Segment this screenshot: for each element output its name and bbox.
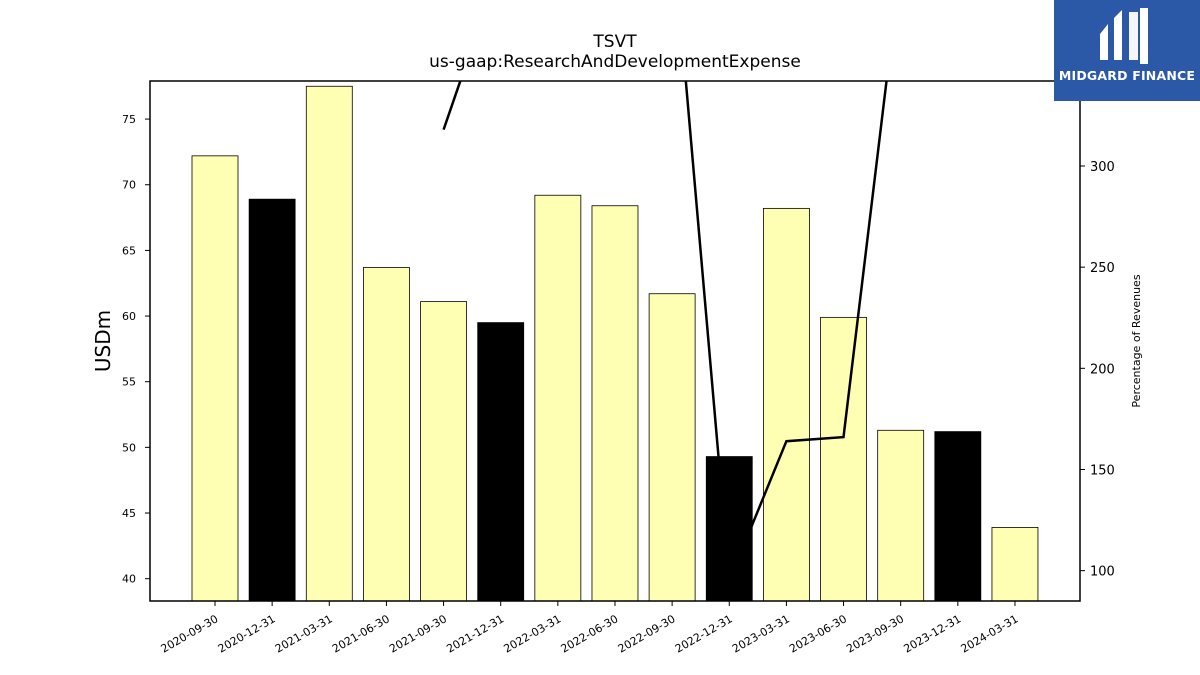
y-tick-label-70: 70 (122, 179, 136, 192)
x-tick-label-2021-12-31: 2021-12-31 (444, 612, 506, 655)
x-tick-label-2020-09-30: 2020-09-30 (159, 612, 221, 655)
y-tick-label-45: 45 (122, 507, 136, 520)
y2-tick-label-300: 300 (1090, 160, 1115, 175)
y-tick-label-40: 40 (122, 573, 136, 586)
y-tick-label-50: 50 (122, 441, 136, 454)
bar-2022-09-30 (648, 293, 696, 601)
x-tick-label-2023-06-30: 2023-06-30 (787, 612, 849, 655)
x-tick-label-2020-12-31: 2020-12-31 (216, 612, 278, 655)
x-tick-label-2022-12-31: 2022-12-31 (673, 612, 735, 655)
y2-tick-label-250: 250 (1090, 261, 1115, 276)
bar-2023-06-30 (820, 316, 867, 601)
y-axis-label: USDm (91, 310, 115, 372)
midgard-logo-icon (1100, 8, 1148, 64)
x-tick-label-2022-03-31: 2022-03-31 (501, 612, 563, 655)
bar-2020-09-30 (191, 155, 239, 601)
midgard-finance-logo: MIDGARD FINANCE (1054, 0, 1200, 101)
y2-tick-label-200: 200 (1090, 362, 1115, 377)
bar-2022-06-30 (591, 205, 639, 601)
chart-title: TSVT (593, 32, 637, 52)
logo-text: MIDGARD FINANCE (1058, 68, 1196, 83)
y-tick-label-65: 65 (122, 244, 136, 257)
chart-subtitle: us-gaap:ResearchAndDevelopmentExpense (429, 52, 801, 72)
bar-2023-09-30 (877, 429, 925, 601)
y-tick-label-55: 55 (122, 376, 136, 389)
y-tick-label-75: 75 (122, 113, 136, 126)
bar-2020-12-31 (248, 198, 296, 601)
x-tick-label-2022-09-30: 2022-09-30 (616, 612, 678, 655)
bar-2023-12-31 (934, 431, 982, 601)
x-tick-label-2024-03-31: 2024-03-31 (959, 612, 1021, 655)
bar-2021-12-31 (477, 322, 525, 601)
bar-2022-03-31 (534, 194, 582, 601)
x-tick-label-2021-03-31: 2021-03-31 (273, 612, 335, 655)
bar-2024-03-31 (991, 527, 1039, 601)
x-tick-label-2023-09-30: 2023-09-30 (844, 612, 906, 655)
bar-2021-03-31 (305, 85, 353, 601)
y2-tick-label-100: 100 (1090, 565, 1115, 580)
bar-2021-06-30 (363, 267, 410, 601)
bar-2023-03-31 (763, 207, 810, 601)
y2-axis-label: Percentage of Revenues (1130, 274, 1143, 407)
x-tick-label-2021-09-30: 2021-09-30 (387, 612, 449, 655)
y2-tick-label-150: 150 (1090, 463, 1115, 478)
bar-2021-09-30 (420, 301, 467, 601)
y-tick-label-60: 60 (122, 310, 136, 323)
x-tick-label-2023-12-31: 2023-12-31 (901, 612, 963, 655)
x-tick-label-2021-06-30: 2021-06-30 (330, 612, 392, 655)
x-tick-label-2022-06-30: 2022-06-30 (559, 612, 621, 655)
x-tick-label-2023-03-31: 2023-03-31 (730, 612, 792, 655)
